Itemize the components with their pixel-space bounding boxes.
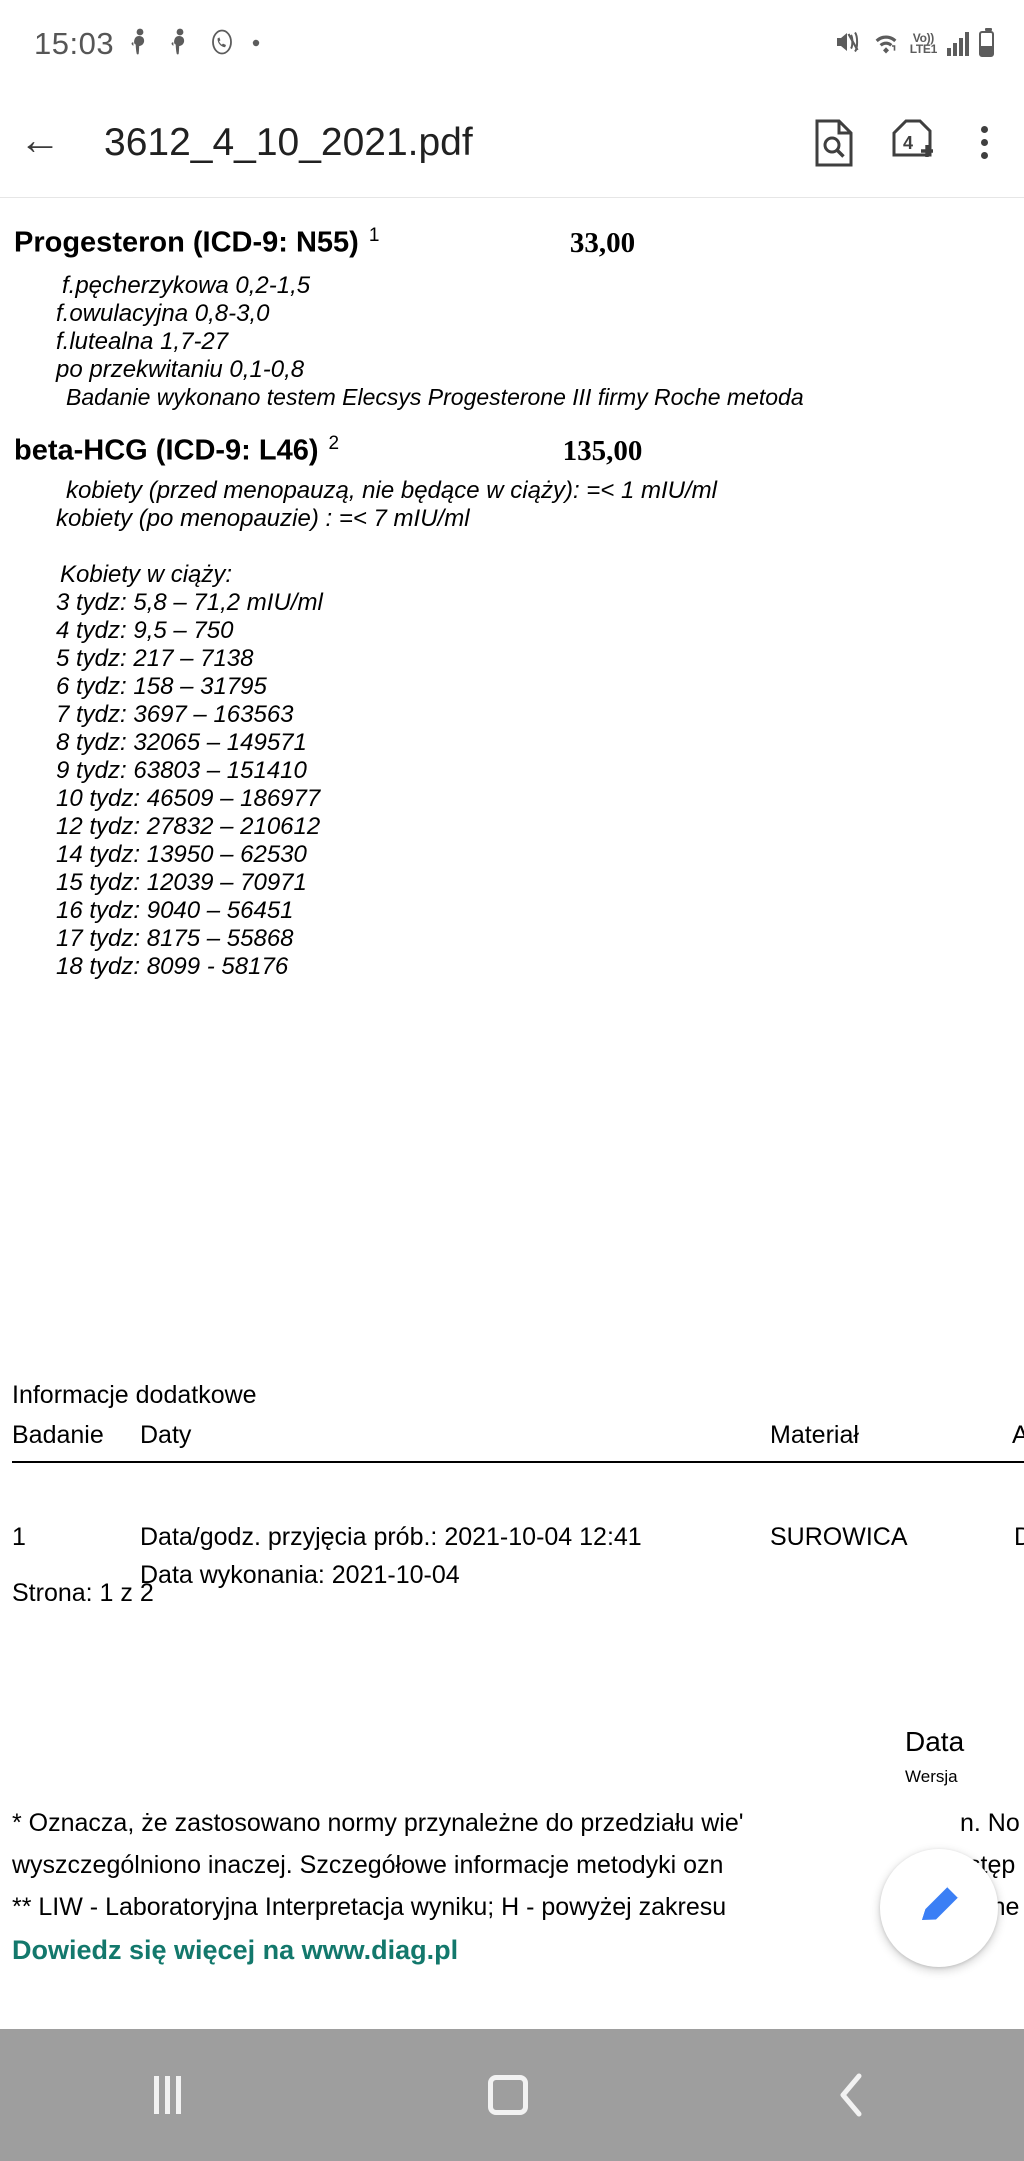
pregnancy-range: 17 tydz: 8175 – 55868 bbox=[56, 925, 294, 952]
annotate-4plus-icon[interactable]: 4 bbox=[889, 119, 939, 167]
android-navigation-bar bbox=[0, 2029, 1024, 2161]
pregnancy-range: 3 tydz: 5,8 – 71,2 mIU/ml bbox=[56, 589, 323, 616]
edit-fab-button[interactable] bbox=[880, 1849, 998, 1967]
reference-line: po przekwitaniu 0,1-0,8 bbox=[56, 356, 305, 383]
column-header-daty: Daty bbox=[140, 1421, 192, 1449]
reference-line: kobiety (przed menopauzą, nie będące w c… bbox=[66, 477, 717, 504]
page-label: Strona: 1 z 2 bbox=[12, 1579, 154, 1607]
footnote-right-fragment: n. No bbox=[960, 1809, 1020, 1837]
more-options-icon[interactable] bbox=[973, 126, 996, 159]
pregnancy-range: 14 tydz: 13950 – 62530 bbox=[56, 841, 307, 868]
column-header-material: Materiał bbox=[770, 1421, 859, 1449]
cell-daty-line2: Data wykonania: 2021-10-04 bbox=[140, 1561, 460, 1589]
app-bar: ← 3612_4_10_2021.pdf 4 bbox=[0, 88, 1024, 198]
volte-top-label: Vo)) bbox=[912, 31, 935, 45]
table-header-divider bbox=[12, 1461, 1024, 1463]
signal-bars-icon bbox=[947, 32, 969, 56]
cell-material: SUROWICA bbox=[770, 1523, 908, 1551]
battery-icon bbox=[979, 28, 994, 57]
cell-daty-line1: Data/godz. przyjęcia prób.: 2021-10-04 1… bbox=[140, 1523, 642, 1551]
method-note: Badanie wykonano testem Elecsys Progeste… bbox=[66, 384, 804, 410]
cell-extra: D bbox=[1014, 1523, 1024, 1551]
dot-icon bbox=[250, 37, 262, 52]
pregnancy-range: 12 tydz: 27832 – 210612 bbox=[56, 813, 321, 840]
edit-pencil-icon bbox=[908, 1875, 970, 1942]
additional-info-heading: Informacje dodatkowe bbox=[12, 1381, 257, 1409]
additional-info-table: Badanie Daty Materiał A 1 Data/godz. prz… bbox=[0, 1421, 1024, 1589]
pdf-page-view[interactable]: Progesteron (ICD-9: N55) 1 33,00 f.pęcher… bbox=[0, 199, 1024, 2029]
pregnancy-header: Kobiety w ciąży: bbox=[60, 561, 233, 588]
status-bar-left: 15:03 bbox=[0, 26, 262, 62]
search-document-icon[interactable] bbox=[813, 119, 855, 167]
pregnancy-range: 15 tydz: 12039 – 70971 bbox=[56, 869, 307, 896]
svg-text:4: 4 bbox=[903, 133, 913, 153]
pregnancy-range: 8 tydz: 32065 – 149571 bbox=[56, 729, 307, 756]
app-bar-actions: 4 bbox=[813, 119, 1024, 167]
pregnancy-range: 18 tydz: 8099 - 58176 bbox=[56, 953, 289, 980]
volte-icon: Vo)) LTE1 bbox=[909, 31, 938, 56]
footnote-line: * Oznacza, że zastosowano normy przynale… bbox=[12, 1809, 744, 1837]
reference-line: f.lutealna 1,7-27 bbox=[56, 328, 229, 355]
pregnancy-range: 4 tydz: 9,5 – 750 bbox=[56, 617, 234, 644]
footer-data-label: Data bbox=[905, 1726, 965, 1757]
pregnancy-range: 9 tydz: 63803 – 151410 bbox=[56, 757, 307, 784]
menu-dot bbox=[981, 139, 988, 146]
status-bar-right: Vo)) LTE1 bbox=[834, 28, 1024, 60]
pregnant-woman-icon bbox=[168, 28, 194, 61]
pregnant-woman-icon bbox=[128, 28, 154, 61]
result-footnote-marker: 1 bbox=[368, 225, 380, 246]
result-value: 33,00 bbox=[569, 227, 636, 259]
mute-vibrate-icon bbox=[834, 29, 862, 59]
diag-website-link[interactable]: Dowiedz się więcej na www.diag.pl bbox=[12, 1935, 459, 1965]
column-header-extra: A bbox=[1012, 1421, 1024, 1449]
reference-line: f.owulacyjna 0,8-3,0 bbox=[56, 300, 270, 327]
result-name: beta-HCG (ICD-9: L46) 2 bbox=[14, 433, 340, 467]
table-header-row: Badanie Daty Materiał A bbox=[0, 1421, 1024, 1465]
home-square bbox=[487, 2075, 528, 2115]
result-name: Progesteron (ICD-9: N55) 1 bbox=[14, 225, 380, 259]
recents-icon[interactable] bbox=[153, 2076, 181, 2114]
column-header-badanie: Badanie bbox=[12, 1421, 104, 1449]
pregnancy-range: 10 tydz: 46509 – 186977 bbox=[56, 785, 321, 812]
result-footnote-marker: 2 bbox=[328, 433, 340, 454]
pregnancy-range: 7 tydz: 3697 – 163563 bbox=[56, 701, 294, 728]
pregnancy-range: 6 tydz: 158 – 31795 bbox=[56, 673, 267, 700]
menu-dot bbox=[981, 126, 988, 133]
status-bar: 15:03 Vo)) LTE1 bbox=[0, 0, 1024, 88]
pregnancy-range: 5 tydz: 217 – 7138 bbox=[56, 645, 254, 672]
home-icon[interactable] bbox=[487, 2075, 528, 2115]
back-icon[interactable] bbox=[835, 2072, 871, 2118]
call-icon bbox=[208, 28, 236, 60]
footnote-line: wyszczególniono inaczej. Szczegółowe inf… bbox=[12, 1851, 724, 1879]
recents-bar bbox=[175, 2076, 181, 2114]
cell-badanie: 1 bbox=[12, 1523, 26, 1551]
menu-dot bbox=[981, 152, 988, 159]
pregnancy-range: 16 tydz: 9040 – 56451 bbox=[56, 897, 294, 924]
volte-bottom-label: LTE1 bbox=[909, 42, 938, 56]
result-value: 135,00 bbox=[562, 435, 643, 467]
reference-line: f.pęcherzykowa 0,2-1,5 bbox=[62, 272, 311, 299]
document-title: 3612_4_10_2021.pdf bbox=[104, 120, 473, 164]
recents-bar bbox=[153, 2076, 159, 2114]
footer-wersja-label: Wersja bbox=[905, 1767, 958, 1786]
wifi-icon bbox=[872, 29, 900, 60]
footnote-line: ** LIW - Laboratoryjna Interpretacja wyn… bbox=[12, 1893, 727, 1921]
recents-bar bbox=[164, 2076, 170, 2114]
clock: 15:03 bbox=[34, 26, 115, 61]
back-button[interactable]: ← bbox=[19, 115, 61, 163]
reference-line: kobiety (po menopauzie) : =< 7 mIU/ml bbox=[56, 505, 470, 532]
